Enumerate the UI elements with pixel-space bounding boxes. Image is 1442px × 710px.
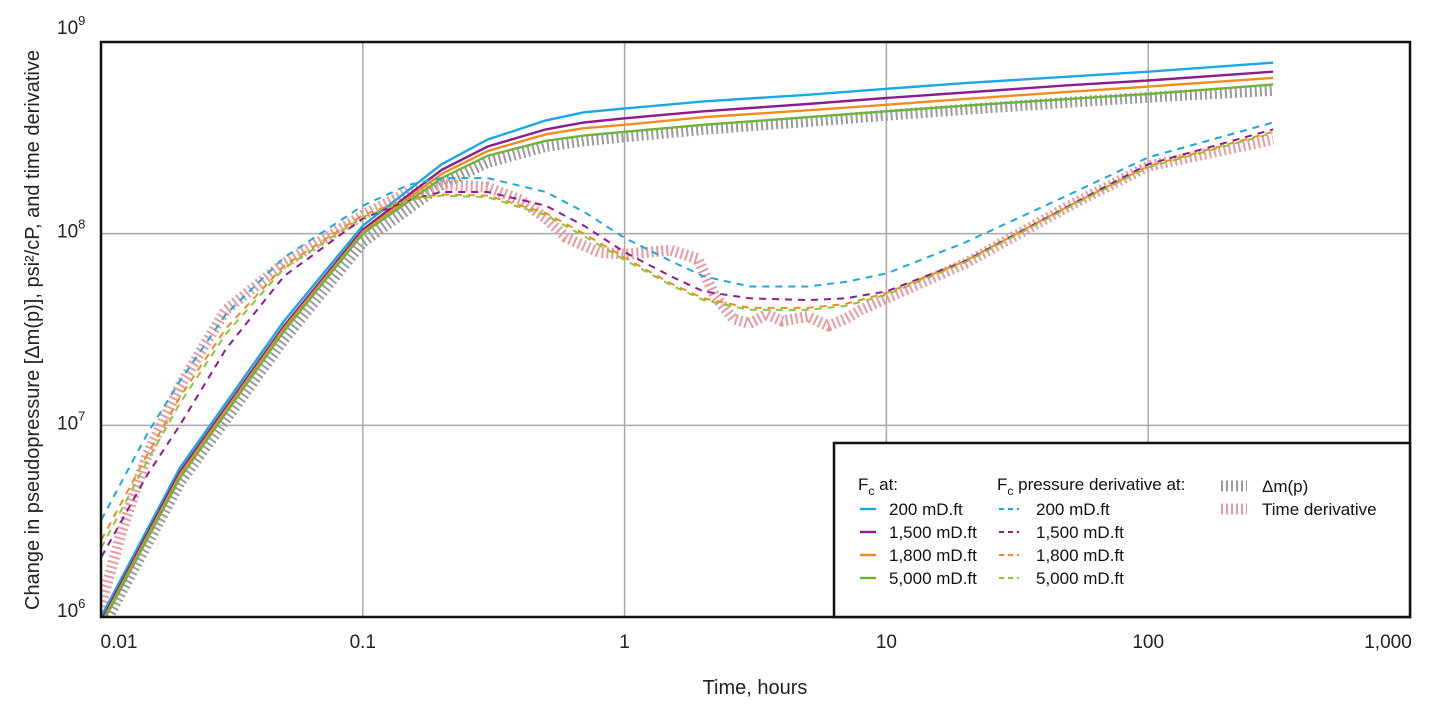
y-axis-label: Change in pseudopressure [Δm(p)], psi²/c… [22,50,44,610]
gridlines [101,42,1410,617]
legend-label: 200 mD.ft [889,500,963,519]
y-tick-label: 106 [57,596,85,622]
series-line-fc-1-800-md-ft [103,76,1274,617]
legend-label: 200 mD.ft [1036,500,1110,519]
legend-label: 1,500 mD.ft [1036,523,1124,542]
series-line-fc-derivative-1-800-md-ft [101,130,1274,543]
legend-label: 1,800 mD.ft [889,546,977,565]
x-tick-label: 1 [619,632,630,653]
legend-label: Δm(p) [1262,477,1308,496]
x-tick-labels: 0.01 0.1 1 10 100 1,000 [101,632,1412,653]
y-tick-label: 107 [57,408,85,434]
series-line-fc-derivative-1-500-md-ft [101,128,1274,560]
x-axis-label: Time, hours [703,677,808,699]
x-tick-label: 10 [876,632,897,653]
series-line-fc-1-500-md-ft [101,70,1274,617]
x-tick-label: 100 [1132,632,1164,653]
legend-box [832,441,1412,619]
legend-items: 200 mD.ft 1,500 mD.ft 1,800 mD.ft 5,000 mD.… [860,477,1377,588]
y-tick-label: 108 [57,217,85,243]
legend-label: Time derivative [1262,500,1377,519]
plot-frame [99,40,1412,619]
legend-label: 5,000 mD.ft [889,569,977,588]
series-line-fc-5-000-md-ft [104,83,1274,617]
y-tick-label: 109 [57,13,85,39]
legend-col1-title: Fc at: [858,475,898,498]
series-line-fc-200-md-ft [101,61,1274,617]
series-line-measured-time-derivative [101,134,1275,617]
legend-label: 1,800 mD.ft [1036,546,1124,565]
series-line-fc-derivative-5-000-md-ft [101,132,1274,551]
x-tick-label: 0.1 [350,632,376,653]
x-tick-label: 1,000 [1364,632,1412,653]
legend-label: 1,500 mD.ft [889,523,977,542]
legend: Fc at: Fc pressure derivative at: 200 mD… [832,441,1412,619]
x-tick-label: 0.01 [101,632,138,653]
legend-label: 5,000 mD.ft [1036,569,1124,588]
legend-col2-title: Fc pressure derivative at: [997,475,1185,498]
y-tick-labels: 106 107 108 109 [57,13,85,622]
series-layer [101,61,1275,617]
